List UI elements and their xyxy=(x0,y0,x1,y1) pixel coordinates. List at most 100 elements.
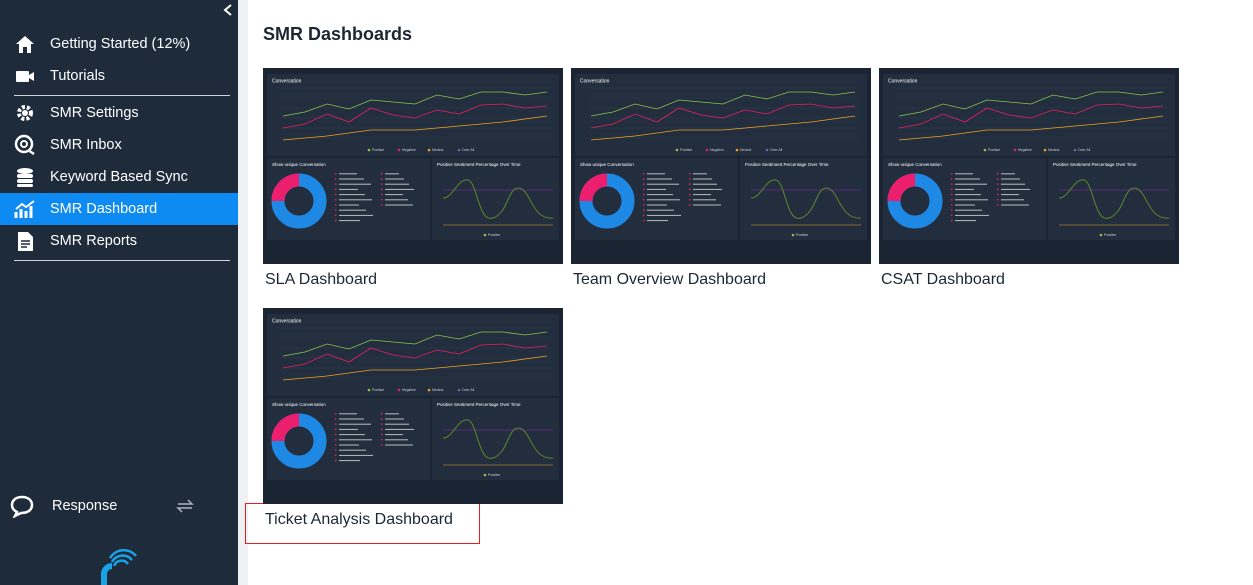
thumb-bullet xyxy=(381,413,383,415)
thumb-line xyxy=(750,179,862,219)
thumb-bullet xyxy=(997,199,999,201)
thumb-bullet xyxy=(951,188,953,191)
thumb-text xyxy=(955,209,982,211)
thumb-text xyxy=(647,209,674,211)
thumb-text xyxy=(385,413,399,415)
thumb-bullet xyxy=(951,214,953,217)
nav-item[interactable]: SMR Inbox xyxy=(0,129,238,161)
dashboard-card[interactable]: Conversation Positive Negative Neutral Over … xyxy=(263,308,563,504)
sidebar: Response Getting Started (12%) Tutorials S… xyxy=(0,0,238,585)
thumb-line xyxy=(282,91,548,117)
thumb-text xyxy=(1001,188,1030,190)
thumb-bullet xyxy=(689,178,691,180)
thumb-bullet xyxy=(335,413,337,415)
response-label: Response xyxy=(52,498,118,514)
nav-item[interactable]: Getting Started (12%) xyxy=(0,28,238,60)
switch-icon[interactable] xyxy=(176,498,194,514)
thumb-text xyxy=(385,194,403,196)
thumb-panel xyxy=(575,74,867,156)
thumb-text xyxy=(955,173,973,175)
thumb-bullet xyxy=(689,199,691,201)
dashboard-card[interactable]: Conversation Positive Negative Neutral Over … xyxy=(879,68,1179,264)
thumb-panel xyxy=(267,158,430,240)
thumb-text xyxy=(339,173,357,175)
dashboard-label[interactable]: Ticket Analysis Dashboard xyxy=(265,511,453,528)
thumb-panel xyxy=(432,398,559,480)
thumb-donut xyxy=(271,413,300,442)
thumb-bullet xyxy=(335,433,337,436)
response-icon xyxy=(10,495,34,518)
thumb-text xyxy=(693,188,722,190)
collapse-icon[interactable] xyxy=(222,3,234,17)
thumb-text xyxy=(339,183,371,185)
thumb-text xyxy=(385,188,414,190)
dashboard-thumbnail: Conversation Positive Negative Neutral Over … xyxy=(263,308,563,504)
thumb-panel xyxy=(432,158,559,240)
thumb-title: Show unique Conversation xyxy=(888,162,942,167)
thumb-bullet xyxy=(381,444,383,446)
nav-label: SMR Reports xyxy=(50,233,138,249)
thumb-bullet xyxy=(381,178,383,180)
nav-label: Tutorials xyxy=(50,68,106,84)
thumb-text xyxy=(647,188,666,190)
thumb-bullet xyxy=(335,219,337,222)
thumb-legend-dot xyxy=(765,148,769,152)
thumb-legend: Positive xyxy=(680,148,692,152)
thumb-bullet xyxy=(335,178,337,180)
thumb-text xyxy=(385,178,404,180)
thumb-bullet xyxy=(335,444,337,446)
thumb-text xyxy=(955,178,980,180)
thumb-bullet xyxy=(643,209,645,211)
thumb-text xyxy=(955,220,976,222)
dashboard-label[interactable]: CSAT Dashboard xyxy=(881,271,1005,288)
thumb-legend-dot xyxy=(1043,148,1047,152)
thumb-bullet xyxy=(381,433,383,436)
thumb-title: Show unique Conversation xyxy=(272,162,326,167)
thumb-text xyxy=(955,214,989,216)
nav-item[interactable]: Tutorials xyxy=(0,60,238,92)
thumb-bullet xyxy=(997,193,999,196)
thumb-bullet xyxy=(689,188,691,191)
thumb-bullet xyxy=(335,459,337,462)
dashboard-label[interactable]: SLA Dashboard xyxy=(265,271,378,288)
thumb-bullet xyxy=(335,449,337,451)
dashboard-card[interactable]: Conversation Positive Negative Neutral Over … xyxy=(263,68,563,264)
thumb-bullet xyxy=(951,199,953,201)
nav-label: SMR Inbox xyxy=(50,137,122,153)
thumb-text xyxy=(955,188,974,190)
thumb-bullet xyxy=(381,439,383,441)
thumb-legend-dot xyxy=(367,148,371,152)
response-item[interactable]: Response xyxy=(0,490,238,522)
thumb-bullet xyxy=(335,199,337,201)
thumb-text xyxy=(385,444,413,446)
thumb-bullet xyxy=(997,183,999,185)
nav-item[interactable]: SMR Settings xyxy=(0,97,238,129)
thumb-legend-dot xyxy=(735,148,739,152)
thumb-text xyxy=(647,173,665,175)
thumb-text xyxy=(955,194,981,196)
thumb-text xyxy=(339,444,359,446)
thumb-legend: Negative xyxy=(402,148,416,152)
thumb-panel xyxy=(1048,158,1175,240)
nav-item[interactable]: SMR Dashboard xyxy=(0,193,238,225)
thumb-line xyxy=(1058,179,1170,219)
thumb-legend: Negative xyxy=(710,148,724,152)
thumb-text xyxy=(1001,183,1025,185)
dashboard-card[interactable]: Conversation Positive Negative Neutral Over … xyxy=(571,68,871,264)
thumb-legend-dot xyxy=(427,148,431,152)
thumb-text xyxy=(339,413,357,415)
thumb-bullet xyxy=(381,173,383,175)
thumb-bullet xyxy=(335,173,337,175)
thumb-text xyxy=(647,204,667,206)
thumb-line xyxy=(282,103,548,129)
nav-label: SMR Settings xyxy=(50,105,139,121)
thumb-bullet xyxy=(951,173,953,175)
thumb-legend-dot xyxy=(457,148,461,152)
logo xyxy=(101,549,137,585)
thumb-text xyxy=(339,209,366,211)
nav-item[interactable]: SMR Reports xyxy=(0,225,238,257)
nav-item[interactable]: Keyword Based Sync xyxy=(0,161,238,193)
thumb-bullet xyxy=(951,193,953,196)
thumb-text xyxy=(385,428,414,430)
dashboard-label[interactable]: Team Overview Dashboard xyxy=(573,271,766,288)
